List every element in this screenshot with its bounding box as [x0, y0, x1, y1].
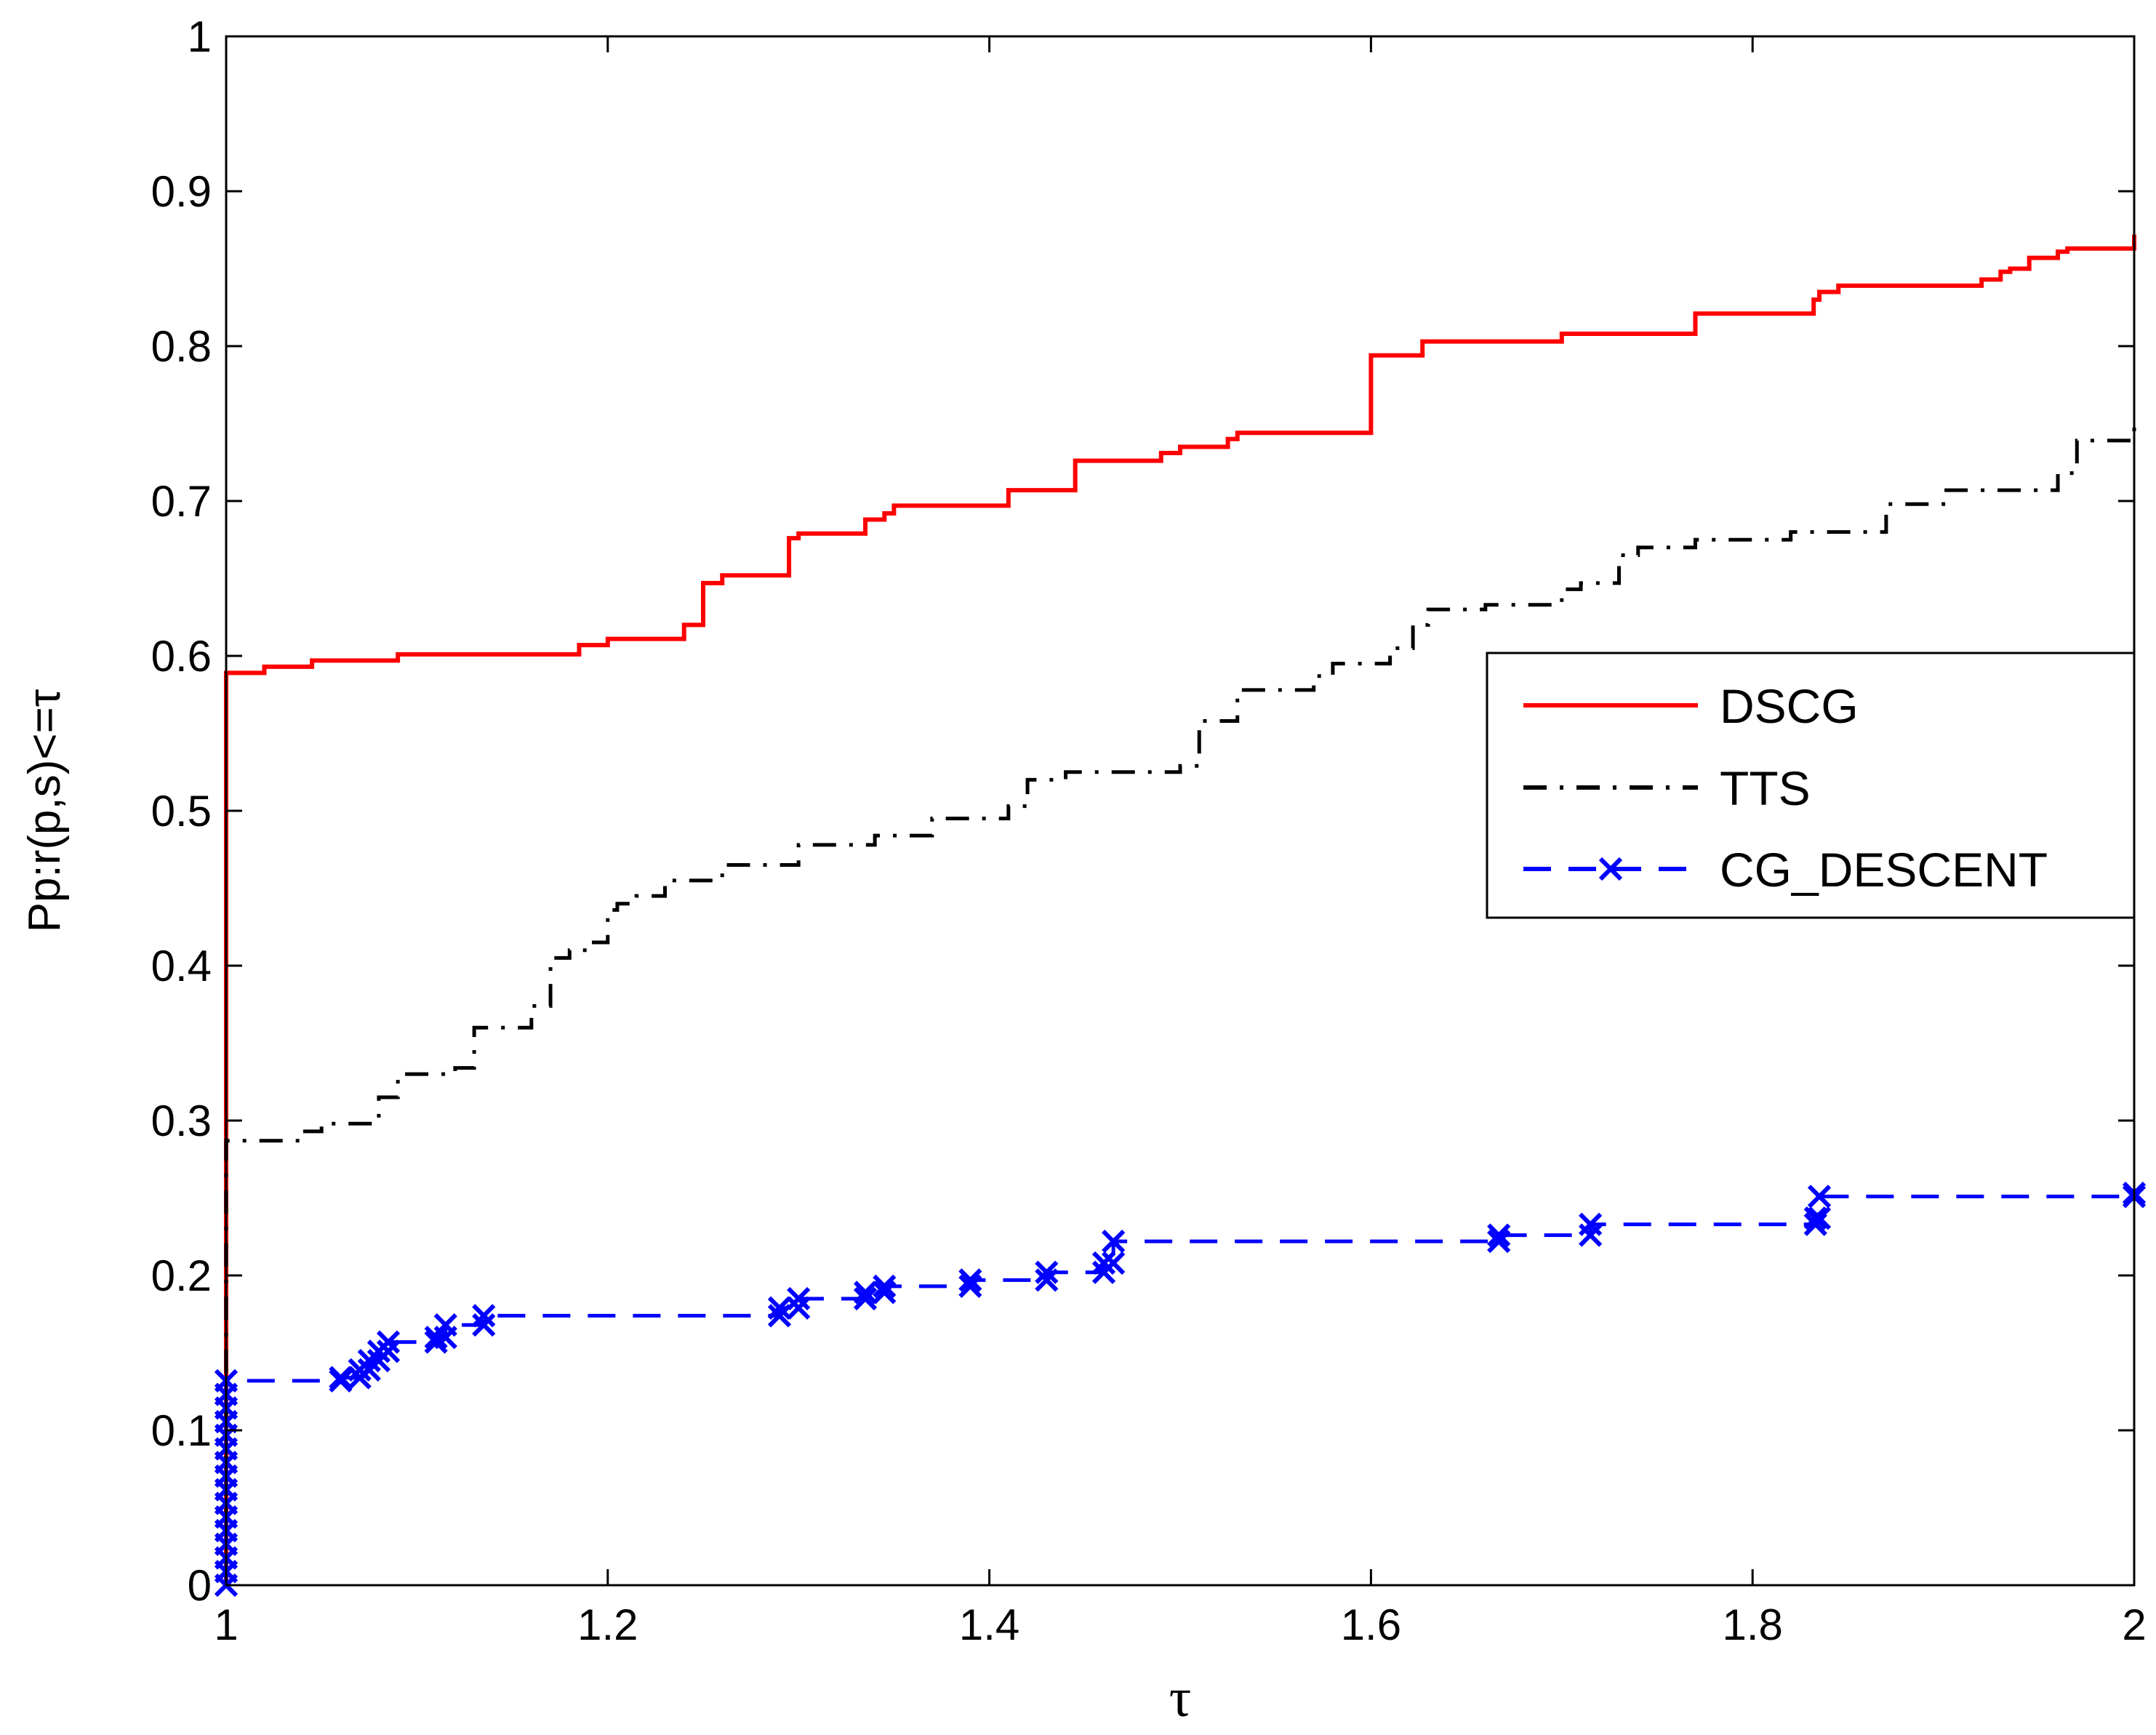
marker-cg-descent-17-b [1102, 1230, 1126, 1254]
legend-label-tts: TTS [1720, 761, 1811, 815]
marker-cg-descent-15-a [1035, 1268, 1059, 1292]
marker-cg-descent-18-b [1487, 1223, 1511, 1247]
marker-cg-descent-13-b [873, 1274, 897, 1299]
series-line-tts [224, 426, 2136, 1585]
x-tick-label-4: 1.8 [1722, 1600, 1782, 1649]
y-tick-label-10: 1 [188, 12, 212, 61]
y-tick-label-4: 0.4 [151, 942, 212, 990]
y-tick-label-0: 0 [188, 1561, 212, 1610]
x-tick-label-0: 1 [214, 1600, 238, 1649]
marker-cg-descent-2-b [329, 1366, 353, 1390]
legend-marker-cg-descent [1598, 857, 1623, 881]
marker-cg-descent-11-a [787, 1296, 811, 1320]
y-tick-label-6: 0.6 [151, 632, 212, 681]
marker-cg-descent-15-b [1035, 1260, 1059, 1284]
x-tick-label-2: 1.4 [959, 1600, 1019, 1649]
y-tick-label-2: 0.2 [151, 1251, 212, 1300]
series-line-dscg [224, 234, 2136, 1585]
legend-marker-cg-descent-x [1598, 857, 1623, 881]
legend-label-dscg: DSCG [1720, 679, 1859, 733]
marker-cg-descent-8-b [433, 1313, 457, 1337]
y-tick-label-9: 0.9 [151, 167, 212, 216]
marker-cg-descent-21-b [1807, 1185, 1832, 1209]
y-tick-label-5: 0.5 [151, 787, 212, 836]
legend-label-cg-descent: CG_DESCENT [1720, 843, 2048, 897]
axis-ticks: 1 1.2 1.4 1.6 1.8 2 0 0.1 0.2 0.3 0.4 0.5 0.6 0.7 0.8 0… [151, 12, 2147, 1649]
legend: DSCG TTS CG_DESCENT [1486, 652, 2136, 919]
marker-cg-descent-11-b [787, 1286, 811, 1311]
y-axis-label: Pp:r(p,s)<=τ [20, 689, 70, 933]
marker-cg-descent-10-a [767, 1304, 792, 1328]
y-tick-label-1: 0.1 [151, 1406, 212, 1455]
marker-cg-descent-13-a [873, 1281, 897, 1305]
marker-cg-descent-12-a [853, 1286, 878, 1311]
marker-cg-descent-9-b [472, 1304, 496, 1328]
x-tick-label-5: 2 [2122, 1600, 2146, 1649]
y-tick-label-7: 0.7 [151, 477, 212, 526]
x-tick-label-3: 1.6 [1341, 1600, 1401, 1649]
marker-cg-descent-6-b [376, 1330, 401, 1354]
marker-cg-descent-10-b [767, 1296, 792, 1320]
marker-cg-descent-20-b [1803, 1206, 1827, 1230]
x-axis-label: τ [1169, 1667, 1192, 1728]
marker-cg-descent-14-b [958, 1268, 982, 1292]
y-tick-label-8: 0.8 [151, 322, 212, 371]
marker-cg-descent-18-a [1487, 1230, 1511, 1254]
x-tick-label-1: 1.2 [577, 1600, 638, 1649]
marker-cg-descent-2-a [329, 1369, 353, 1393]
marker-cg-descent-6-a [376, 1339, 401, 1363]
marker-cg-descent-16-b [1091, 1251, 1116, 1275]
marker-cg-descent-9-a [472, 1313, 496, 1337]
marker-cg-descent-14-a [958, 1274, 982, 1299]
marker-cg-descent-21-a [1807, 1206, 1832, 1230]
marker-cg-descent-19-b [1579, 1212, 1603, 1236]
marker-cg-descent-17-a [1102, 1251, 1126, 1275]
marker-cg-descent-12-b [853, 1281, 878, 1305]
y-tick-label-3: 0.3 [151, 1097, 212, 1145]
